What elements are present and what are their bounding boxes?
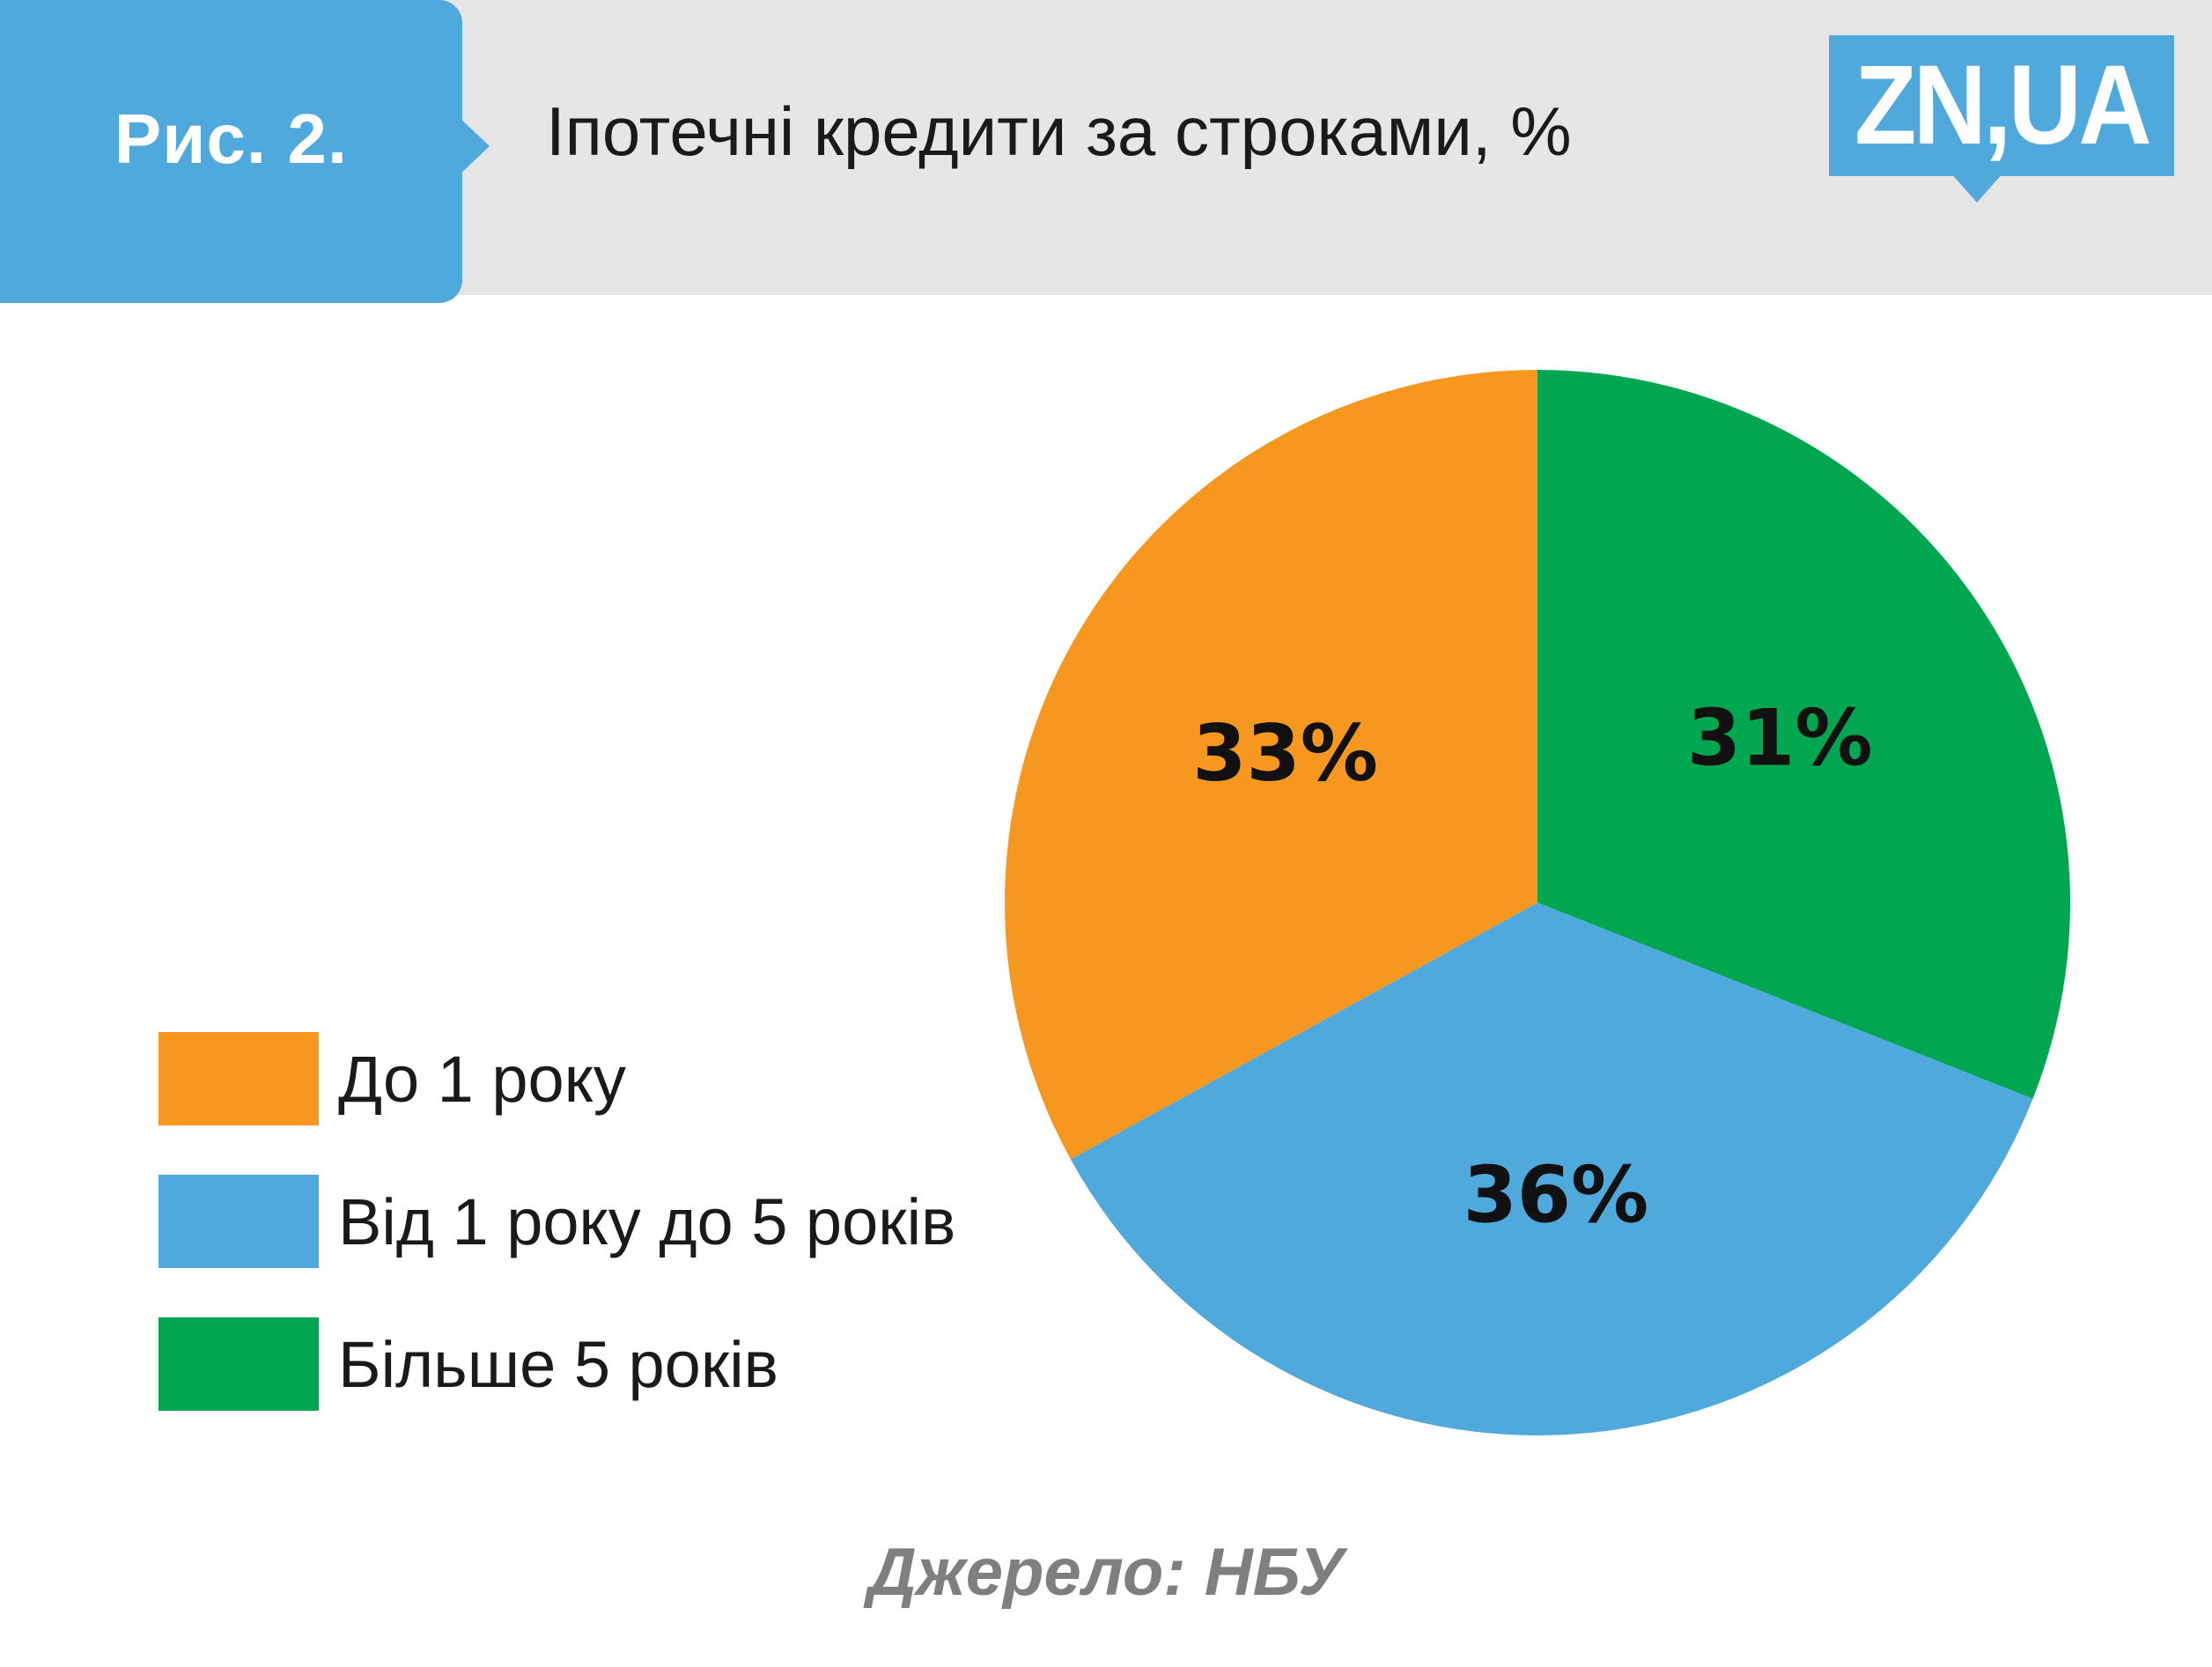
figure-badge-arrow bbox=[458, 116, 490, 176]
legend-swatch-orange bbox=[159, 1032, 319, 1125]
legend: До 1 року Від 1 року до 5 років Більше 5… bbox=[159, 1032, 955, 1460]
pie-slice-1 bbox=[1005, 370, 1537, 1160]
pie-slice-3 bbox=[1537, 370, 2070, 1099]
legend-label: До 1 року bbox=[338, 1042, 626, 1116]
pie-slice-label: 36% bbox=[1464, 1150, 1649, 1241]
pie-slice-label: 31% bbox=[1687, 692, 1873, 783]
legend-item: Від 1 року до 5 років bbox=[159, 1175, 955, 1268]
legend-swatch-blue bbox=[159, 1175, 319, 1268]
figure-badge bbox=[0, 0, 462, 303]
source-note: Джерело: НБУ bbox=[867, 1535, 1345, 1610]
chart-title: Іпотечні кредити за строками, % bbox=[546, 92, 1572, 170]
logo-speech-tail bbox=[1950, 173, 2003, 203]
pie-slice-label: 33% bbox=[1192, 708, 1378, 799]
pie-slice-2 bbox=[1070, 903, 2033, 1435]
legend-item: До 1 року bbox=[159, 1032, 955, 1125]
legend-item: Більше 5 років bbox=[159, 1317, 955, 1411]
figure-label: Рис. 2. bbox=[114, 100, 349, 178]
logo-text: ZN,UA bbox=[1854, 42, 2152, 168]
legend-swatch-green bbox=[159, 1317, 319, 1411]
zn-ua-logo: ZN,UA bbox=[1829, 35, 2174, 176]
legend-label: Від 1 року до 5 років bbox=[338, 1184, 956, 1258]
legend-label: Більше 5 років bbox=[338, 1327, 778, 1401]
